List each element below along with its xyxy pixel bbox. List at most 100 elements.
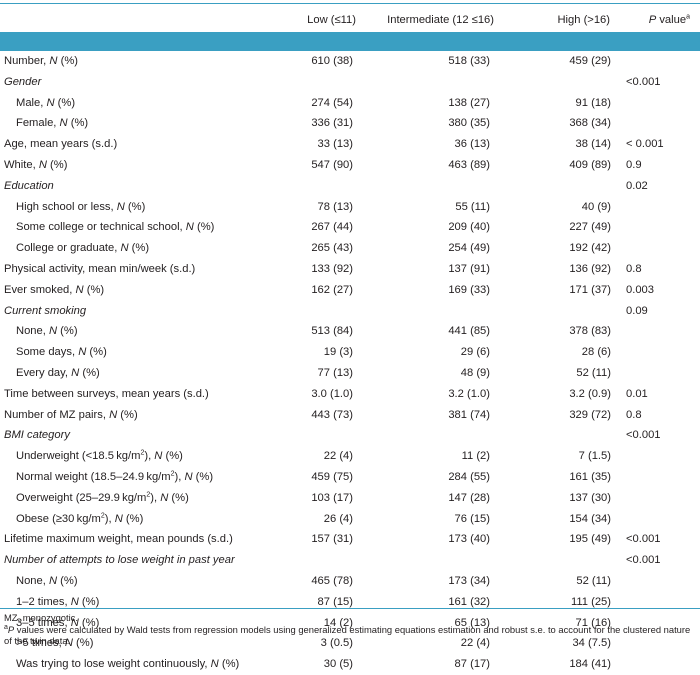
value-low: 265 (43) xyxy=(311,242,353,255)
value-high: 368 (34) xyxy=(569,117,611,130)
row-label-text: (%) xyxy=(86,346,107,359)
row-label-n: N xyxy=(78,346,87,359)
table-row: Some days, N (%) 19 (3) 29 (6) 28 (6) xyxy=(0,342,700,363)
value-p xyxy=(626,488,700,509)
value-high: 91 (18) xyxy=(575,96,611,109)
value-p: 0.02 xyxy=(626,179,648,192)
value-high: 7 (1.5) xyxy=(578,450,611,463)
value-low: 3.0 (1.0) xyxy=(311,387,353,400)
section-row: Number of attempts to lose weight in pas… xyxy=(0,550,700,571)
row-label-text: High school or less, xyxy=(16,200,117,213)
table-row: White, N (%) 547 (90) 463 (89) 409 (89) 0.9 xyxy=(0,155,700,176)
row-label: Was trying to lose weight continuously, … xyxy=(0,654,258,675)
row-label-text: None, xyxy=(16,574,49,587)
value-high: 52 (11) xyxy=(576,366,611,379)
row-label-text: Was trying to lose weight continuously, xyxy=(16,658,211,671)
row-label: None, N (%) xyxy=(0,571,258,592)
value-p: 0.003 xyxy=(626,283,654,296)
value-high: 459 (29) xyxy=(569,55,611,67)
header-p-letter: P xyxy=(648,14,657,26)
value-intermediate: 254 (49) xyxy=(448,242,490,255)
footnote-p-letter: P xyxy=(7,623,15,635)
row-label-text: (%) xyxy=(122,512,144,525)
value-intermediate: 381 (74) xyxy=(448,408,490,421)
value-intermediate: 3.2 (1.0) xyxy=(448,387,490,400)
row-label: Current smoking xyxy=(0,301,258,322)
value-intermediate: 22 (4) xyxy=(460,637,490,650)
table-row: Number of MZ pairs, N (%) 443 (73) 381 (74… xyxy=(0,405,700,426)
row-label-text: (%) xyxy=(124,200,146,213)
value-intermediate: 380 (35) xyxy=(448,117,490,130)
value-p xyxy=(626,363,700,384)
row-label-text: (%) xyxy=(46,158,68,171)
row-label-text: Age, mean years (s.d.) xyxy=(4,138,118,151)
value-intermediate: 518 (33) xyxy=(448,55,490,67)
value-high: 184 (41) xyxy=(569,658,611,671)
header-rule xyxy=(0,32,700,51)
row-label-text: (%) xyxy=(57,55,78,67)
row-label: Some days, N (%) xyxy=(0,342,258,363)
value-p: <0.001 xyxy=(626,533,661,546)
table-row: None, N (%) 465 (78) 173 (34) 52 (11) xyxy=(0,571,700,592)
value-p: 0.8 xyxy=(626,262,642,275)
value-p xyxy=(626,592,700,613)
row-label-text: ), xyxy=(150,491,161,504)
header-high: High (>16) xyxy=(557,14,610,26)
value-p: <0.001 xyxy=(626,75,661,88)
value-p: < 0.001 xyxy=(626,138,664,151)
footnote-text: values were calculated by Wald tests fro… xyxy=(4,623,691,647)
row-label-text: (%) xyxy=(67,117,89,130)
value-intermediate: 209 (40) xyxy=(448,221,490,234)
value-p xyxy=(626,509,700,530)
value-low: 3 (0.5) xyxy=(320,637,353,650)
row-label-superscript: 2 xyxy=(100,511,105,519)
row-label-n: N xyxy=(120,242,129,255)
value-high: 329 (72) xyxy=(569,408,611,421)
value-high: 227 (49) xyxy=(569,221,611,234)
header-p-rest: value xyxy=(656,14,687,26)
value-intermediate: 284 (55) xyxy=(448,470,490,483)
footnote-p-values: aP values were calculated by Wald tests … xyxy=(4,623,694,647)
row-label: Every day, N (%) xyxy=(0,363,258,384)
value-high: 3.2 (0.9) xyxy=(569,387,611,400)
bottom-rule xyxy=(0,608,700,609)
value-intermediate xyxy=(366,72,506,93)
row-label-n: N xyxy=(46,96,55,109)
value-high xyxy=(506,550,626,571)
table-row: Was trying to lose weight continuously, … xyxy=(0,654,700,675)
table-row: Overweight (25–29.9 kg/m2), N (%) 103 (17… xyxy=(0,488,700,509)
row-label-text: Overweight (25–29.9 kg/m xyxy=(16,491,147,504)
row-label-text: 1–2 times, xyxy=(16,595,71,608)
section-row: Gender <0.001 xyxy=(0,72,700,93)
value-high xyxy=(506,72,626,93)
value-low: 465 (78) xyxy=(311,574,353,587)
table-row: Number, N (%) 610 (38) 518 (33) 459 (29) xyxy=(0,51,700,72)
value-low xyxy=(258,176,366,197)
row-label: Normal weight (18.5–24.9 kg/m2), N (%) xyxy=(0,467,258,488)
table-row: Time between surveys, mean years (s.d.) 3… xyxy=(0,384,700,405)
table-row: Some college or technical school, N (%) 2… xyxy=(0,217,700,238)
row-label-n: N xyxy=(154,450,163,463)
value-high xyxy=(506,425,626,446)
value-low: 103 (17) xyxy=(311,491,353,504)
row-label-text: Ever smoked, xyxy=(4,283,76,296)
row-label: Age, mean years (s.d.) xyxy=(0,134,258,155)
section-row: Education 0.02 xyxy=(0,176,700,197)
table-row: Obese (≥30 kg/m2), N (%) 26 (4) 76 (15) 154… xyxy=(0,509,700,530)
value-p xyxy=(626,571,700,592)
value-intermediate: 173 (40) xyxy=(448,533,490,546)
value-intermediate: 161 (32) xyxy=(448,595,490,608)
row-label-text: (%) xyxy=(218,658,240,671)
value-low: 610 (38) xyxy=(311,55,353,67)
table-row: Male, N (%) 274 (54) 138 (27) 91 (18) xyxy=(0,93,700,114)
row-label: Lifetime maximum weight, mean pounds (s.… xyxy=(0,529,258,550)
value-p: 0.8 xyxy=(626,408,642,421)
value-low: 19 (3) xyxy=(323,346,353,359)
value-p: <0.001 xyxy=(626,554,661,567)
row-label-text: White, xyxy=(4,158,39,171)
table-row: Age, mean years (s.d.) 33 (13) 36 (13) 38 (… xyxy=(0,134,700,155)
row-label-text: Obese (≥30 kg/m xyxy=(16,512,101,525)
value-p xyxy=(626,467,700,488)
value-intermediate xyxy=(366,425,506,446)
value-low: 162 (27) xyxy=(311,283,353,296)
